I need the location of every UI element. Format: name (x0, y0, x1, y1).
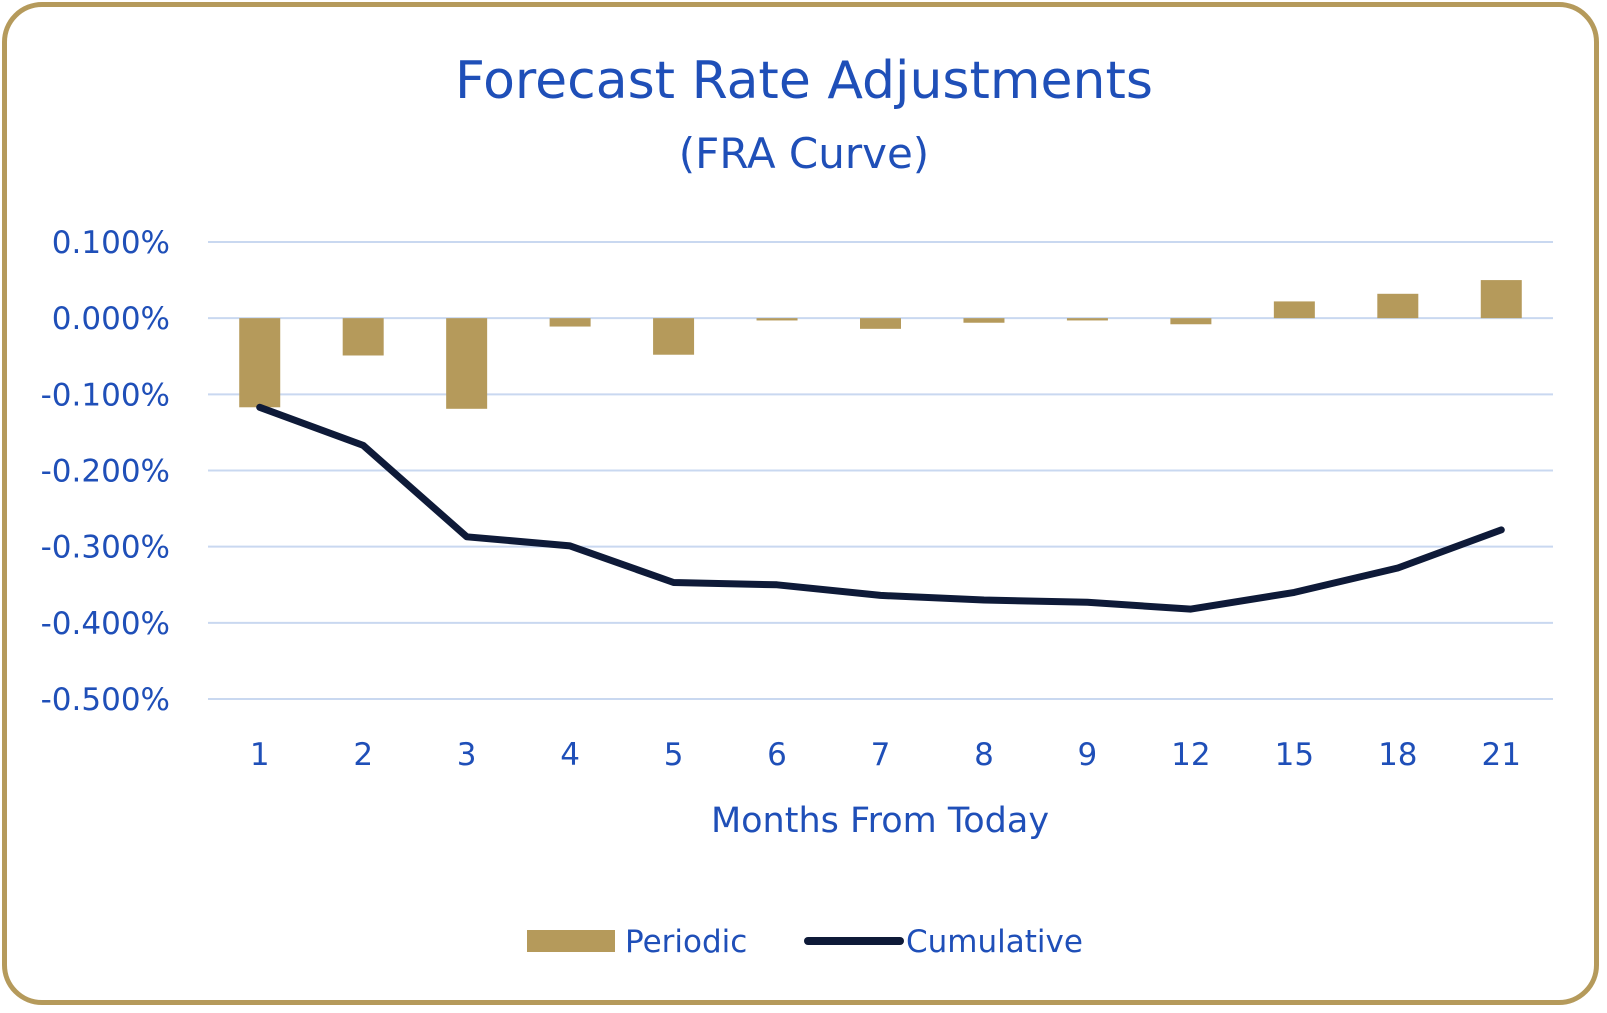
bar-periodic (1170, 318, 1212, 325)
bar-periodic (963, 318, 1005, 323)
chart-subtitle: (FRA Curve) (679, 129, 929, 178)
bar-periodic (1273, 301, 1315, 319)
x-tick-label: 15 (1275, 737, 1314, 773)
legend-label-cumulative: Cumulative (906, 924, 1083, 960)
bar-periodic (1066, 318, 1108, 321)
bar-periodic (860, 318, 901, 329)
x-tick-label: 1 (250, 737, 270, 773)
line-cumulative (256, 403, 1505, 613)
legend-label-periodic: Periodic (625, 924, 747, 960)
x-tick-label: 18 (1378, 737, 1417, 773)
x-tick-label: 5 (664, 737, 684, 773)
y-tick-label: -0.200% (41, 454, 170, 490)
bar-periodic (653, 318, 695, 355)
y-tick-label: 0.100% (52, 225, 170, 261)
bar-periodic (756, 318, 798, 321)
x-tick-label: 7 (871, 737, 891, 773)
gridlines (208, 241, 1553, 700)
y-axis-ticks: 0.100% 0.000% -0.100% -0.200% -0.300% -0.400%… (41, 225, 170, 718)
bar-periodic (549, 318, 591, 327)
y-tick-label: -0.100% (41, 377, 170, 413)
bar-periodic (239, 318, 281, 408)
legend: Periodic Cumulative (527, 924, 1083, 960)
periodic-bars (239, 280, 1522, 409)
x-tick-label: 4 (560, 737, 580, 773)
x-tick-label: 6 (767, 737, 787, 773)
x-tick-label: 8 (974, 737, 994, 773)
y-tick-label: -0.300% (41, 530, 170, 566)
bar-periodic (1377, 293, 1419, 319)
x-axis-title: Months From Today (711, 801, 1049, 841)
x-tick-label: 2 (353, 737, 373, 773)
bar-periodic (446, 318, 488, 409)
bar-periodic (342, 318, 384, 356)
x-tick-label: 21 (1482, 737, 1521, 773)
x-tick-label: 12 (1171, 737, 1210, 773)
cumulative-line-group (256, 403, 1505, 613)
y-tick-label: 0.000% (52, 301, 170, 337)
y-tick-label: -0.500% (41, 682, 170, 718)
x-axis-ticks: 1 2 3 4 5 6 7 8 9 12 15 18 21 (250, 737, 1521, 773)
x-tick-label: 9 (1078, 737, 1098, 773)
legend-swatch-periodic (527, 930, 615, 952)
bar-periodic (1480, 280, 1522, 319)
chart-title: Forecast Rate Adjustments (455, 51, 1153, 111)
y-tick-label: -0.400% (41, 606, 170, 642)
x-tick-label: 3 (457, 737, 477, 773)
